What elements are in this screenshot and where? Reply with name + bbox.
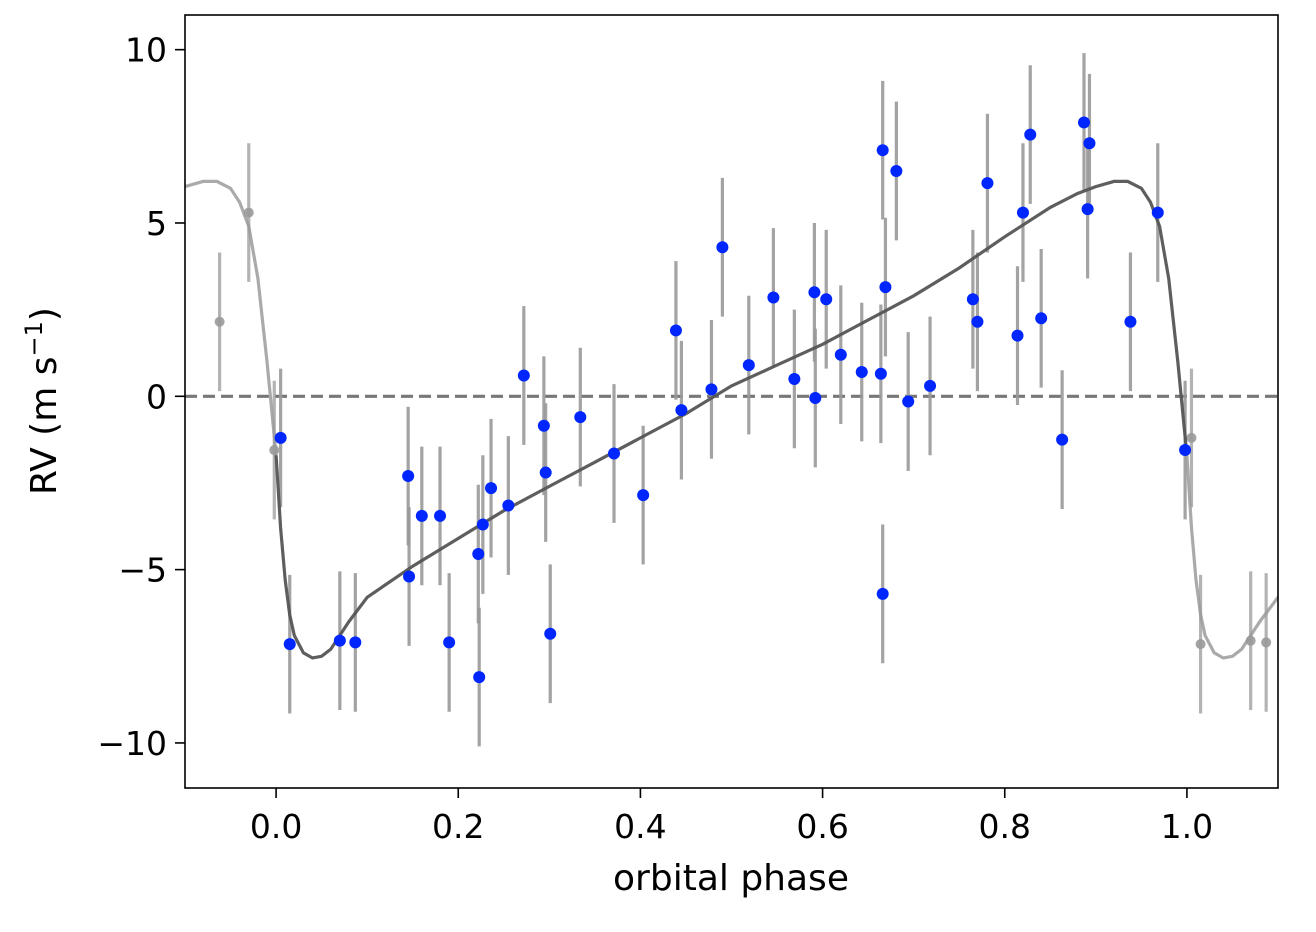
- data-point: [476, 518, 489, 531]
- data-point: [820, 293, 833, 306]
- y-tick-label: 0: [146, 377, 167, 416]
- model-curve: [274, 179, 1189, 660]
- data-point: [924, 379, 937, 392]
- data-point: [403, 570, 416, 583]
- data-point: [876, 144, 889, 157]
- data-point: [874, 367, 887, 380]
- data-point: [472, 548, 485, 561]
- data-point: [834, 348, 847, 361]
- x-tick-label: 0.0: [250, 807, 302, 846]
- y-tick-label: −10: [97, 724, 167, 763]
- x-tick-label: 0.2: [432, 807, 484, 846]
- model-curve-wrapped-left: [185, 179, 278, 456]
- y-tick-label: −5: [118, 551, 167, 590]
- wrapped-point: [214, 316, 225, 327]
- data-point: [434, 509, 447, 522]
- data-point: [1081, 203, 1094, 216]
- data-point: [1035, 312, 1048, 325]
- data-point: [274, 431, 287, 444]
- data-point: [966, 293, 979, 306]
- data-point: [1011, 329, 1024, 342]
- data-point: [473, 671, 486, 684]
- data-point: [767, 291, 780, 304]
- data-point: [981, 177, 994, 190]
- data-point: [608, 447, 621, 460]
- data-point: [809, 392, 822, 405]
- data-point: [1024, 128, 1037, 141]
- x-tick-label: 0.6: [796, 807, 848, 846]
- x-axis-label: orbital phase: [613, 858, 849, 899]
- plot-frame: [184, 14, 1279, 789]
- data-point: [1077, 116, 1090, 129]
- data-point: [539, 466, 552, 479]
- data-point: [1016, 206, 1029, 219]
- data-point: [890, 164, 903, 177]
- data-point: [349, 636, 362, 649]
- data-point: [415, 509, 428, 522]
- x-tick-label: 0.8: [979, 807, 1031, 846]
- data-point: [855, 366, 868, 379]
- wrapped-point: [269, 445, 280, 456]
- model-curve-wrapped-right: [1185, 455, 1278, 660]
- data-point: [1056, 433, 1069, 446]
- data-point: [705, 383, 718, 396]
- data-point: [517, 369, 530, 382]
- data-point: [1083, 137, 1096, 150]
- data-point: [1124, 315, 1137, 328]
- wrapped-point: [1186, 432, 1197, 443]
- y-axis-label: RV (m s−1): [20, 307, 65, 495]
- data-point: [443, 636, 456, 649]
- plot-area: [185, 53, 1278, 747]
- data-point: [788, 372, 801, 385]
- data-point: [502, 499, 515, 512]
- data-point: [574, 411, 587, 424]
- data-point: [808, 286, 821, 299]
- data-point: [971, 315, 984, 328]
- data-point: [537, 419, 550, 432]
- data-point: [333, 634, 346, 647]
- data-point: [485, 482, 498, 495]
- data-point: [283, 638, 296, 651]
- wrapped-point: [243, 207, 254, 218]
- x-axis: 0.0 0.2 0.4 0.6 0.8 1.0: [250, 788, 1213, 846]
- data-point: [879, 281, 892, 294]
- y-tick-label: 10: [125, 31, 167, 70]
- data-point: [675, 404, 688, 417]
- data-point: [1179, 444, 1192, 457]
- data-point: [544, 627, 557, 640]
- data-point: [669, 324, 682, 337]
- data-point: [902, 395, 915, 408]
- wrapped-point: [1195, 639, 1206, 650]
- data-point: [402, 470, 415, 483]
- wrapped-point: [1261, 637, 1272, 648]
- data-point: [716, 241, 729, 254]
- data-point: [876, 587, 889, 600]
- x-tick-label: 0.4: [614, 807, 666, 846]
- data-point: [637, 489, 650, 502]
- data-point: [742, 359, 755, 372]
- y-tick-label: 5: [146, 204, 167, 243]
- y-axis: −10 −5 0 5 10: [97, 31, 185, 763]
- x-tick-label: 1.0: [1161, 807, 1213, 846]
- wrapped-point: [1245, 635, 1256, 646]
- data-point: [1151, 206, 1164, 219]
